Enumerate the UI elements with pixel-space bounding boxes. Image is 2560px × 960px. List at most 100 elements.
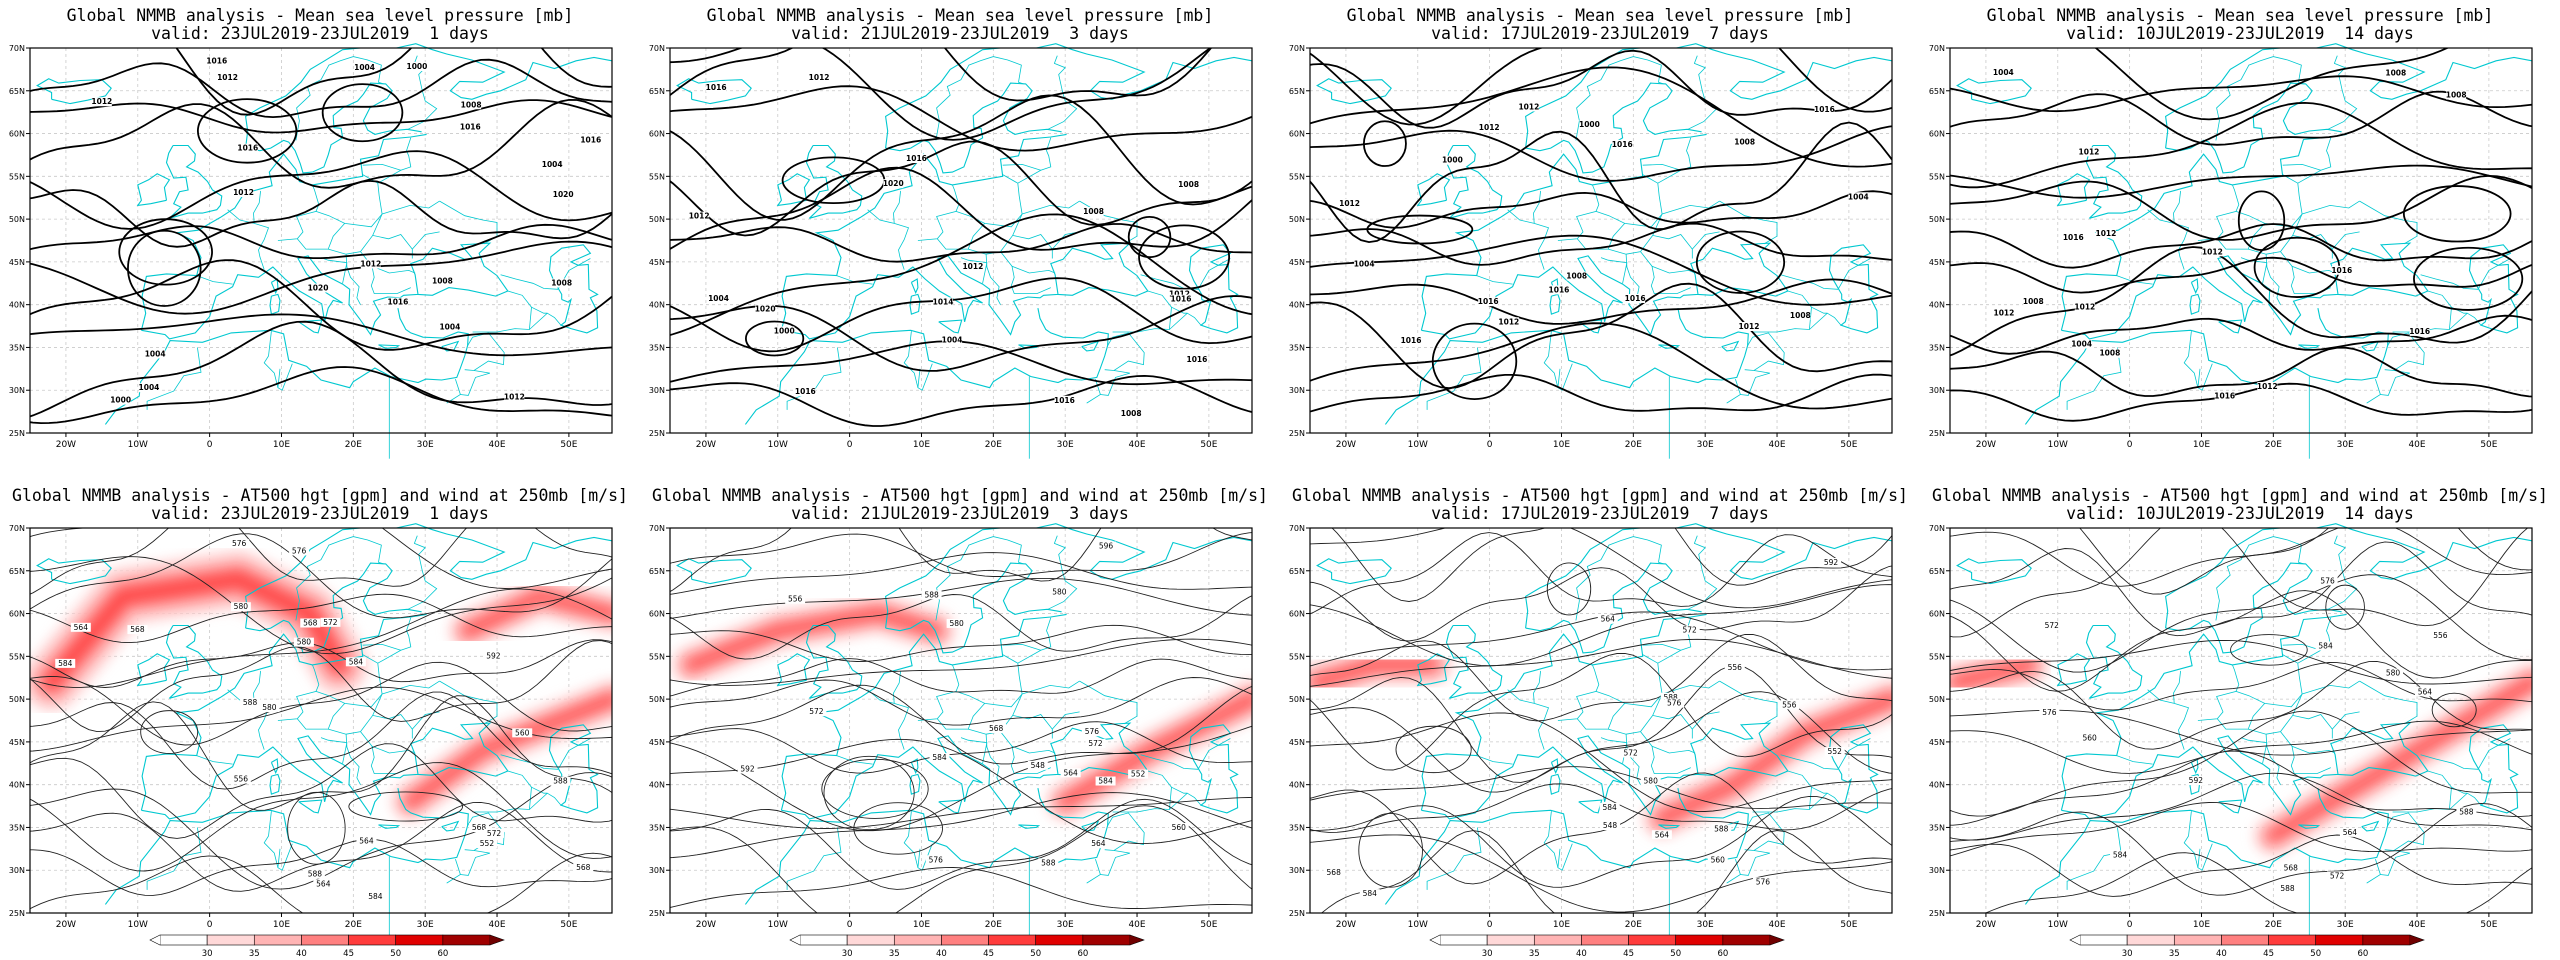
- country-border: [2292, 213, 2303, 236]
- coastline: [1525, 523, 1893, 629]
- label-background: [1664, 698, 1685, 708]
- label-background: [1660, 692, 1681, 702]
- coastline: [136, 173, 171, 207]
- map-base: [670, 528, 1252, 913]
- closed-isobar: [127, 229, 202, 307]
- country-border: [2380, 370, 2411, 396]
- lon-tick-label: 50E: [1200, 920, 1217, 930]
- label-background: [1083, 207, 1104, 217]
- isobar-label: 1000: [110, 396, 131, 405]
- colorbar-tick-label: 40: [1576, 949, 1587, 959]
- label-background: [365, 892, 386, 902]
- label-background: [1814, 105, 1835, 115]
- colorbar-swatch: [159, 934, 208, 946]
- height-contour: [30, 528, 612, 595]
- isobar-label: 1004: [2071, 339, 2092, 348]
- country-border: [1651, 265, 1696, 274]
- coastline: [2468, 244, 2519, 334]
- lon-tick-label: 20E: [345, 440, 362, 450]
- isobar-label: 1008: [1083, 207, 1104, 216]
- isobar: [670, 140, 1252, 237]
- label-background: [1993, 68, 2014, 78]
- coastline: [2061, 722, 2429, 820]
- lat-tick-label: 65N: [9, 567, 25, 576]
- closed-height-contour: [1395, 725, 1472, 774]
- lat-tick-label: 70N: [9, 44, 25, 53]
- lat-tick-label: 50N: [1929, 695, 1945, 704]
- label-background: [313, 879, 334, 889]
- colorbar-swatch: [2362, 934, 2411, 946]
- coastline: [781, 722, 1149, 820]
- lat-tick-label: 55N: [649, 172, 665, 181]
- coastline: [140, 133, 427, 331]
- label-background: [1085, 738, 1106, 748]
- lat-tick-label: 65N: [649, 567, 665, 576]
- country-border: [935, 56, 1024, 141]
- panel-title: Global NMMB analysis - AT500 hgt [gpm] a…: [1292, 486, 1908, 505]
- closed-isobar: [1695, 230, 1786, 294]
- height-contour: [1950, 660, 2532, 750]
- height-contour-label: 564: [74, 623, 89, 632]
- label-background: [230, 774, 251, 784]
- label-background: [2280, 863, 2301, 873]
- isobar-label: 1000: [407, 62, 428, 71]
- country-border: [315, 174, 383, 228]
- closed-height-contour: [823, 755, 915, 831]
- country-border: [1752, 770, 1812, 813]
- height-contour-label: 576: [1756, 877, 1771, 886]
- label-background: [1168, 823, 1189, 833]
- label-background: [217, 72, 238, 82]
- country-border: [362, 163, 401, 171]
- height-contour: [30, 639, 612, 688]
- country-border: [277, 363, 293, 391]
- lat-tick-label: 65N: [1929, 567, 1945, 576]
- label-background: [484, 828, 505, 838]
- panel-subtitle: valid: 23JUL2019-23JUL2019 1 days: [151, 24, 489, 43]
- height-contour-label: 572: [2045, 621, 2060, 630]
- label-background: [1612, 139, 1633, 149]
- country-border: [277, 843, 293, 871]
- z500-map-3days: 552 548 556 560 564 568 572 576 580 584 588 592 564 5…: [649, 523, 1253, 959]
- lon-tick-label: 20W: [56, 920, 76, 930]
- country-border: [1811, 306, 1828, 314]
- coastline: [1956, 78, 2032, 105]
- label-background: [504, 392, 525, 402]
- label-background: [2383, 668, 2404, 678]
- height-contour-label: 572: [1624, 748, 1639, 757]
- label-background: [2074, 302, 2095, 312]
- height-contour-label: 556: [1782, 700, 1797, 709]
- isobar: [1950, 256, 2532, 294]
- coastlines: [36, 523, 613, 939]
- height-contour-label: 564: [2418, 687, 2433, 696]
- height-contour-label: 568: [576, 863, 591, 872]
- wind-colorbar: 30 35 40 45 50 60: [789, 934, 1145, 959]
- label-background: [2446, 90, 2467, 100]
- height-contour-label: 580: [297, 638, 312, 647]
- coastline: [1828, 724, 1879, 814]
- lat-tick-label: 55N: [649, 652, 665, 661]
- label-background: [1498, 317, 1519, 327]
- label-background: [933, 297, 954, 307]
- country-border: [196, 755, 233, 765]
- lon-tick-label: 20E: [1625, 440, 1642, 450]
- country-border: [903, 811, 919, 868]
- lat-tick-label: 50N: [1289, 695, 1305, 704]
- country-border: [1692, 231, 1720, 250]
- lat-tick-label: 65N: [649, 87, 665, 96]
- height-contour-label: 584: [58, 659, 73, 668]
- country-border: [936, 223, 985, 250]
- jet-band: [1314, 661, 1436, 685]
- axis-ticks: 20W 10W 0 10E 20E 30E 40E 50E 25N 30N 35N 40N 45N 50N…: [1929, 524, 2498, 930]
- lon-tick-label: 0: [1487, 440, 1493, 450]
- closed-isobar: [1366, 214, 1474, 245]
- height-contour-label: 552: [1828, 747, 1843, 756]
- isobar-label: 1004: [145, 349, 166, 358]
- mslp-map-1day: 1008 1004 1004 1000 1008 1012 1016 1020 1012 1016…: [9, 43, 613, 459]
- isobar: [670, 223, 1252, 263]
- label-background: [1651, 830, 1672, 840]
- country-border: [2240, 257, 2268, 284]
- height-contour-label: 568: [1327, 868, 1342, 877]
- label-background: [2315, 641, 2336, 651]
- lon-tick-label: 0: [1487, 920, 1493, 930]
- isobar-label: 1016: [1549, 285, 1570, 294]
